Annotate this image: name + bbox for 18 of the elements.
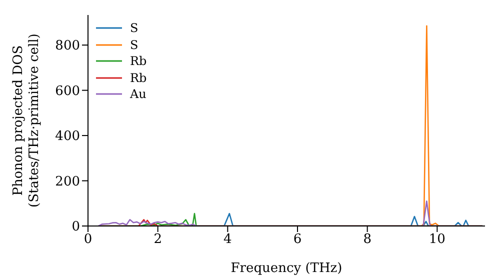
y-tick-label: 200 (55, 174, 80, 190)
x-tick-label: 10 (428, 232, 446, 248)
legend-label: Au (130, 86, 146, 102)
legend-label: Rb (130, 53, 147, 70)
x-axis-title: Frequency (THz) (230, 261, 342, 276)
legend-label: S (130, 36, 138, 53)
x-tick-label: 4 (224, 232, 232, 248)
x-tick-label: 8 (363, 232, 372, 248)
y-tick-label: 400 (55, 129, 80, 144)
legend-label: Rb (130, 70, 147, 86)
y-tick-label: 600 (55, 84, 80, 99)
y-tick-label: 0 (72, 220, 80, 235)
x-tick-label: 2 (154, 232, 162, 248)
legend-label: S (130, 20, 138, 36)
y-tick-label: 800 (55, 38, 80, 54)
y-axis-title: Phonon projected DOS (States/THz·primitive cell) (11, 33, 42, 208)
x-tick-label: 6 (293, 232, 302, 248)
x-tick-label: 0 (84, 232, 92, 248)
